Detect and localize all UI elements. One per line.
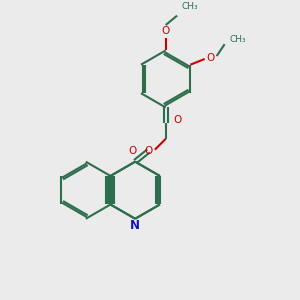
Text: CH₃: CH₃: [230, 35, 246, 44]
Text: O: O: [144, 146, 153, 156]
Text: CH₃: CH₃: [182, 2, 198, 11]
Text: O: O: [174, 115, 182, 125]
Text: N: N: [130, 218, 140, 232]
Text: O: O: [207, 52, 215, 62]
Text: O: O: [162, 26, 170, 36]
Text: O: O: [128, 146, 136, 156]
